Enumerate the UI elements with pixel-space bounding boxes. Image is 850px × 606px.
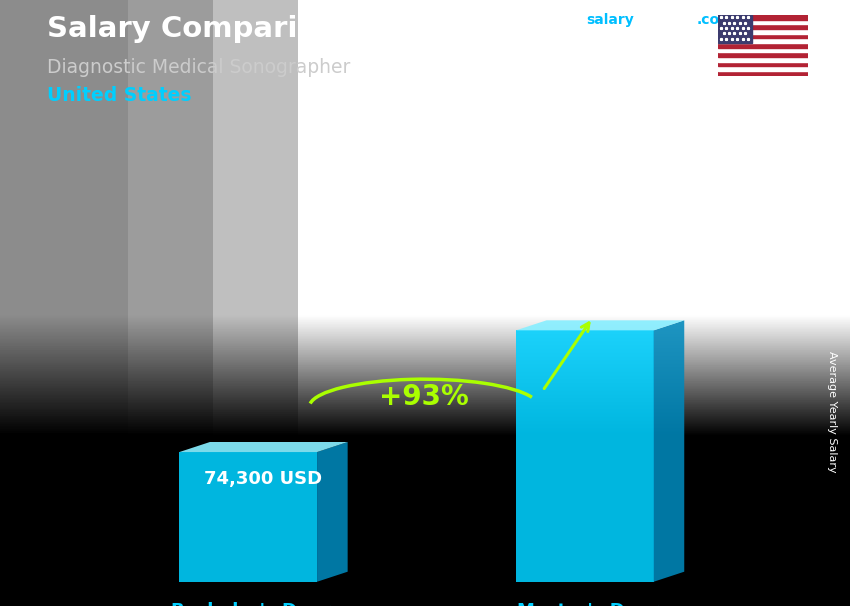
Text: +93%: +93%	[379, 383, 469, 411]
Bar	[718, 62, 808, 67]
Bar	[718, 43, 808, 48]
Text: 144,000 USD: 144,000 USD	[581, 292, 711, 310]
Bar	[718, 34, 808, 38]
Polygon shape	[317, 442, 348, 582]
Bar	[718, 53, 808, 57]
Polygon shape	[179, 452, 317, 582]
Text: Salary Comparison By Education: Salary Comparison By Education	[47, 15, 580, 43]
Bar	[718, 57, 808, 62]
Bar	[0, 0, 212, 606]
Polygon shape	[516, 330, 654, 582]
Text: salary: salary	[586, 13, 634, 27]
Polygon shape	[179, 442, 348, 452]
Bar	[718, 67, 808, 71]
Text: Master's Degree: Master's Degree	[517, 602, 683, 606]
Bar	[718, 15, 808, 20]
Text: explorer: explorer	[636, 13, 701, 27]
Text: United States: United States	[47, 86, 191, 105]
Bar	[718, 15, 752, 43]
Bar	[718, 38, 808, 43]
Polygon shape	[516, 321, 684, 330]
Text: Average Yearly Salary: Average Yearly Salary	[827, 351, 837, 473]
Bar	[718, 71, 808, 76]
Text: 74,300 USD: 74,300 USD	[205, 470, 322, 488]
Bar	[0, 0, 128, 606]
Bar	[0, 0, 298, 606]
Bar	[718, 29, 808, 34]
Text: .com: .com	[697, 13, 734, 27]
Text: Diagnostic Medical Sonographer: Diagnostic Medical Sonographer	[47, 58, 350, 76]
Bar	[718, 24, 808, 29]
Bar	[718, 20, 808, 24]
Bar	[718, 48, 808, 53]
Text: Bachelor's Degree: Bachelor's Degree	[172, 602, 355, 606]
Polygon shape	[654, 321, 684, 582]
